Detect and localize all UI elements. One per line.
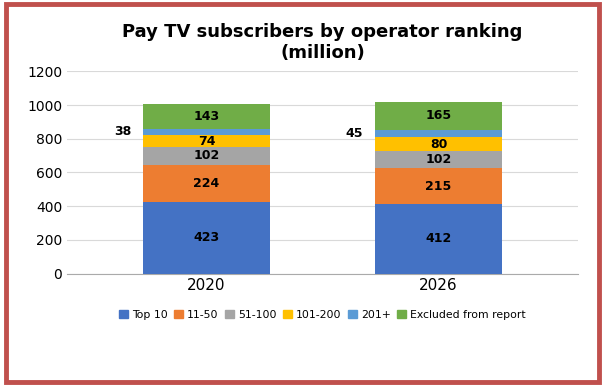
Text: 143: 143 bbox=[194, 110, 220, 123]
Text: 45: 45 bbox=[345, 127, 363, 140]
Text: 102: 102 bbox=[193, 149, 220, 163]
Bar bbox=[374, 130, 502, 137]
Text: 215: 215 bbox=[425, 179, 452, 193]
Bar bbox=[374, 137, 502, 151]
Bar bbox=[143, 129, 270, 135]
Text: 412: 412 bbox=[425, 232, 452, 245]
Bar bbox=[374, 151, 502, 168]
Text: 423: 423 bbox=[194, 232, 220, 244]
Bar bbox=[143, 135, 270, 147]
Bar bbox=[143, 105, 270, 129]
Text: 80: 80 bbox=[430, 137, 447, 151]
Text: 224: 224 bbox=[193, 177, 220, 190]
Bar bbox=[374, 204, 502, 274]
Text: 102: 102 bbox=[425, 153, 452, 166]
Title: Pay TV subscribers by operator ranking
(million): Pay TV subscribers by operator ranking (… bbox=[122, 23, 523, 61]
Bar bbox=[374, 102, 502, 130]
Text: 165: 165 bbox=[425, 109, 452, 122]
Legend: Top 10, 11-50, 51-100, 101-200, 201+, Excluded from report: Top 10, 11-50, 51-100, 101-200, 201+, Ex… bbox=[114, 305, 531, 324]
Bar bbox=[374, 168, 502, 204]
Text: 74: 74 bbox=[198, 135, 215, 147]
Text: 38: 38 bbox=[114, 125, 131, 138]
Bar bbox=[143, 202, 270, 274]
Bar bbox=[143, 164, 270, 202]
Bar bbox=[143, 147, 270, 164]
